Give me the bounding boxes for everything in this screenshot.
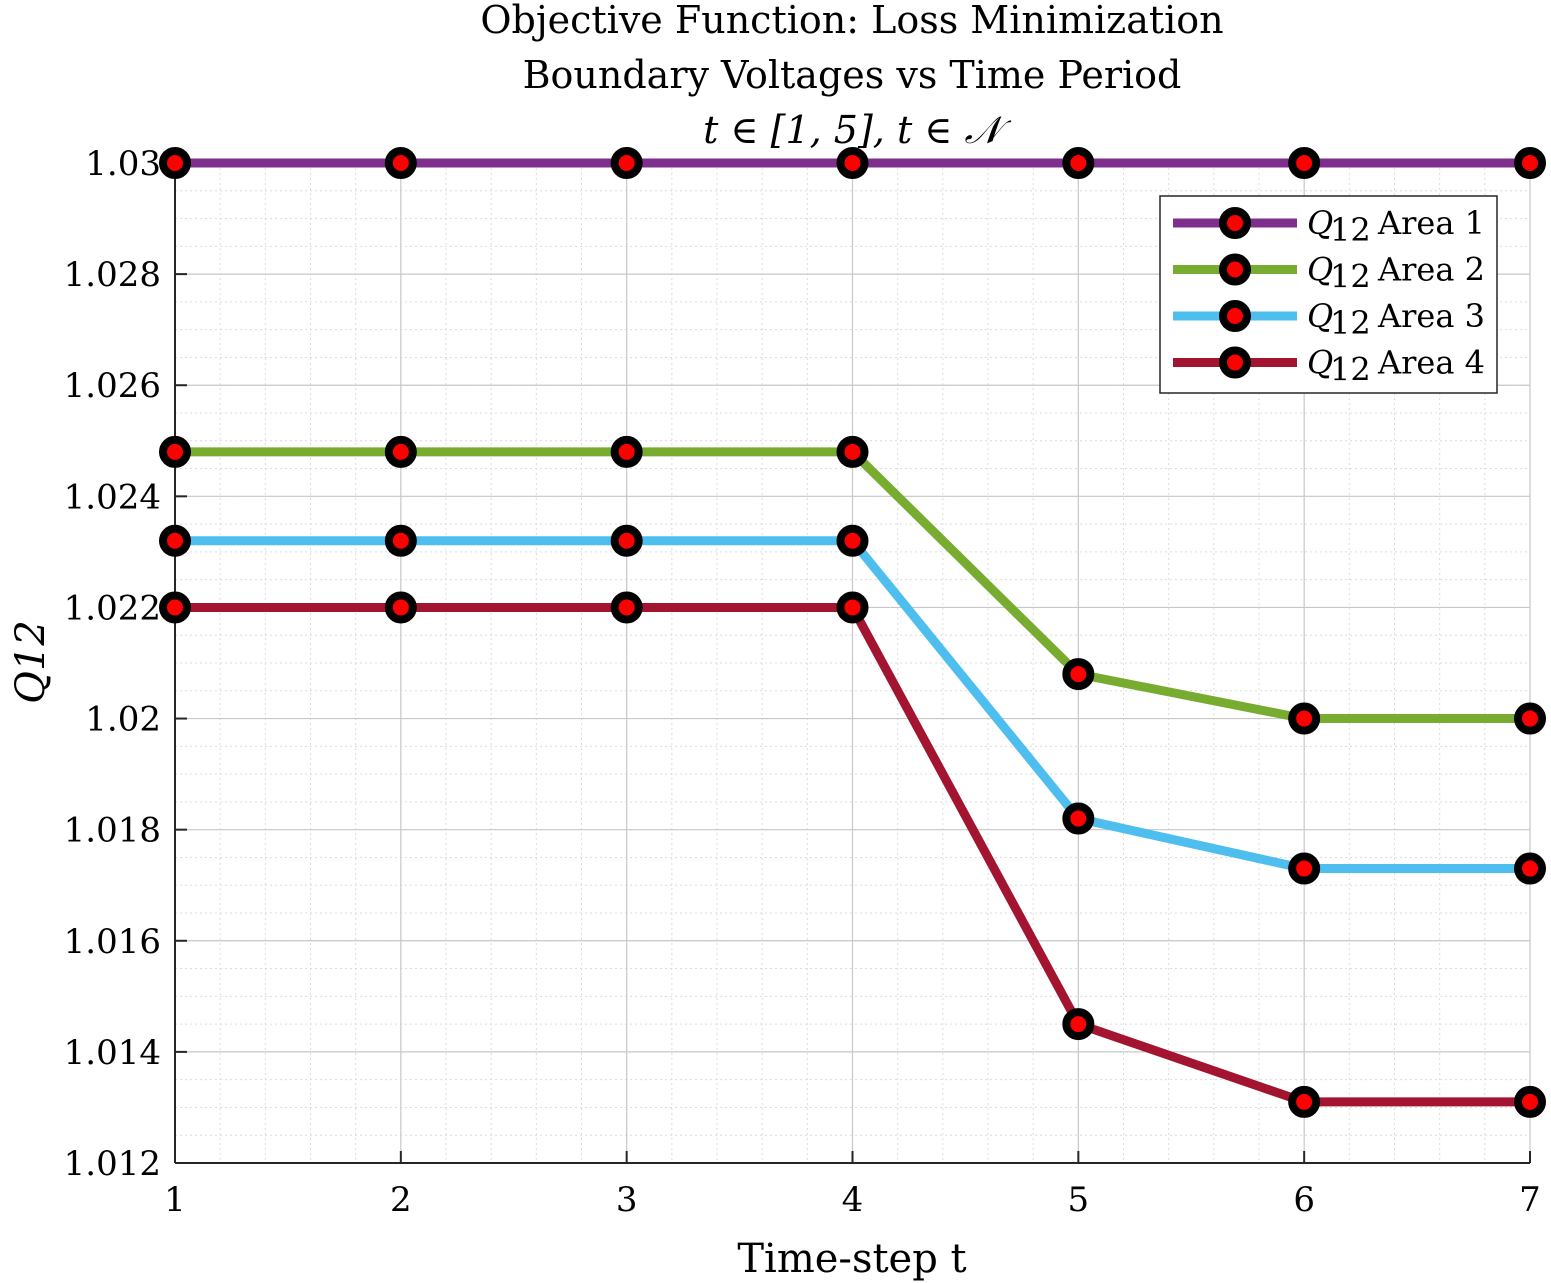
data-point-area-2 <box>159 435 191 468</box>
legend-subscript: 12 <box>1330 351 1371 389</box>
data-point-area-1 <box>1514 147 1546 179</box>
legend-subscript: 12 <box>1330 258 1371 296</box>
legend-label: Area 1 <box>1377 204 1485 242</box>
data-point-area-4 <box>836 591 869 624</box>
data-point-area-1 <box>159 147 191 179</box>
y-tick-label: 1.022 <box>64 588 161 628</box>
legend-symbol: Q <box>1307 251 1333 289</box>
legend-label: Area 4 <box>1377 344 1485 382</box>
y-tick-labels: 1.012 1.014 1.016 1.018 1.02 1.022 1.024 1.026 1… <box>64 144 161 1184</box>
x-tick-label: 1 <box>164 1180 186 1220</box>
data-point-area-3 <box>1514 852 1546 885</box>
legend-symbol: Q <box>1307 297 1333 335</box>
data-point-area-2 <box>1288 702 1321 735</box>
legend-subscript: 12 <box>1330 211 1371 249</box>
chart-title: Objective Function: Loss Minimization Bo… <box>480 0 1223 152</box>
data-point-area-2 <box>836 435 869 468</box>
legend-marker <box>1219 253 1251 286</box>
x-tick-label: 3 <box>616 1180 638 1220</box>
legend-marker <box>1219 300 1251 332</box>
title-line-1: Objective Function: Loss Minimization <box>480 0 1223 42</box>
legend-label: Area 2 <box>1377 251 1485 289</box>
title-line-2: Boundary Voltages vs Time Period <box>523 53 1182 97</box>
legend-item-area-2: Q12 Area 2 <box>1173 251 1485 296</box>
data-point-area-4 <box>1288 1085 1321 1118</box>
y-tick-label: 1.02 <box>85 700 161 740</box>
data-point-area-3 <box>610 524 643 557</box>
data-point-area-2 <box>384 435 417 468</box>
y-tick-label: 1.018 <box>64 811 161 851</box>
legend-item-area-3: Q12 Area 3 <box>1173 297 1485 342</box>
legend-marker <box>1219 207 1251 239</box>
y-tick-label: 1.028 <box>64 255 161 295</box>
x-tick-label: 2 <box>390 1180 412 1220</box>
data-point-area-1 <box>384 147 417 179</box>
legend-item-area-1: Q12 Area 1 <box>1173 204 1485 249</box>
data-point-area-1 <box>1288 147 1321 179</box>
x-tick-labels: 1 2 3 4 5 6 7 <box>164 1180 1541 1220</box>
x-tick-label: 4 <box>842 1180 864 1220</box>
series-markers <box>159 147 1546 1118</box>
y-axis-label: Q12 <box>8 620 54 704</box>
legend-item-area-4: Q12 Area 4 <box>1173 344 1485 389</box>
data-point-area-3 <box>1062 802 1095 835</box>
x-tick-label: 5 <box>1068 1180 1090 1220</box>
data-point-area-2 <box>1514 702 1546 735</box>
data-point-area-4 <box>159 591 191 624</box>
y-tick-label: 1.016 <box>64 922 161 962</box>
y-tick-label: 1.026 <box>64 366 161 406</box>
legend-subscript: 12 <box>1330 304 1371 342</box>
data-point-area-3 <box>1288 852 1321 885</box>
x-tick-label: 7 <box>1519 1180 1541 1220</box>
data-point-area-4 <box>610 591 643 624</box>
y-tick-label: 1.024 <box>64 477 161 517</box>
legend-marker <box>1219 346 1251 379</box>
data-point-area-2 <box>1062 658 1095 691</box>
data-point-area-3 <box>159 524 191 557</box>
legend-label: Area 3 <box>1377 297 1485 335</box>
x-axis-label: Time-step t <box>737 1236 966 1282</box>
x-tick-label: 6 <box>1293 1180 1315 1220</box>
data-point-area-1 <box>1062 147 1095 179</box>
data-point-area-4 <box>1062 1008 1095 1041</box>
y-tick-label: 1.014 <box>64 1033 161 1073</box>
title-line-3: t ∈ [1, 5], t ∈ 𝒩 <box>703 108 1012 152</box>
data-point-area-1 <box>836 147 869 179</box>
y-tick-label: 1.012 <box>64 1144 161 1184</box>
data-point-area-4 <box>384 591 417 624</box>
data-point-area-1 <box>610 147 643 179</box>
legend-symbol: Q <box>1307 204 1333 242</box>
data-point-area-3 <box>384 524 417 557</box>
y-tick-label: 1.03 <box>85 144 161 184</box>
data-point-area-4 <box>1514 1085 1546 1118</box>
data-point-area-2 <box>610 435 643 468</box>
legend-symbol: Q <box>1307 344 1333 382</box>
data-point-area-3 <box>836 524 869 557</box>
